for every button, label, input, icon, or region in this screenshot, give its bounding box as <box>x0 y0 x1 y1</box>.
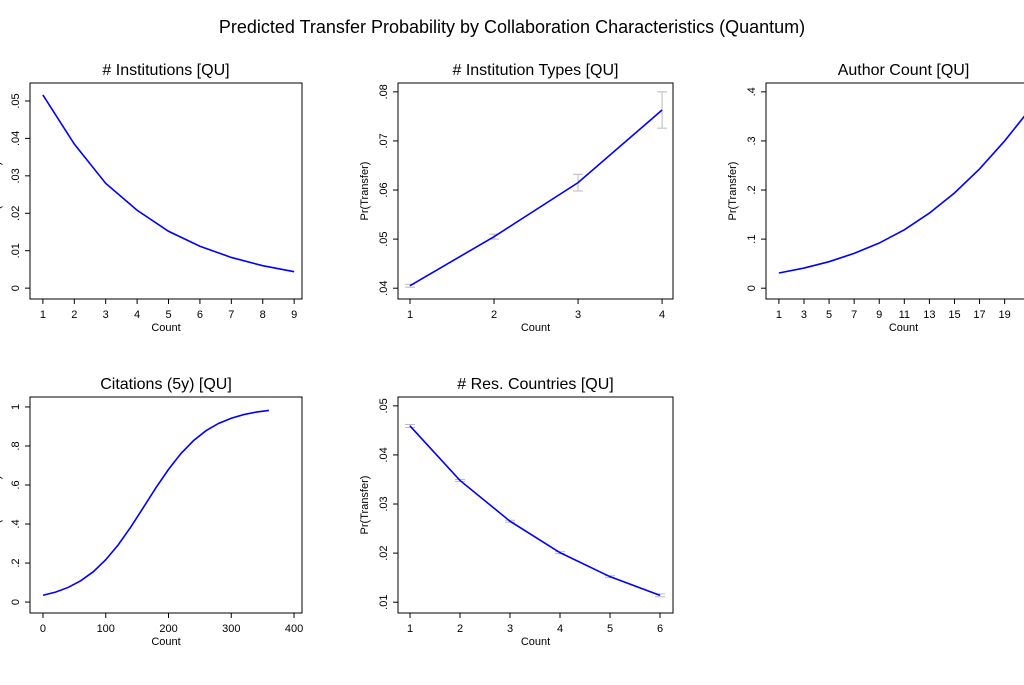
y-axis-label: Pr(Transfer) <box>0 162 3 221</box>
y-tick-label: .02 <box>10 206 22 221</box>
x-tick-label: 2 <box>491 309 497 321</box>
x-axis-label: Count <box>521 636 550 648</box>
y-tick-label: 0 <box>10 285 22 291</box>
y-tick-label: .07 <box>378 133 390 148</box>
y-tick-label: .4 <box>746 87 758 96</box>
y-tick-label: .01 <box>10 243 22 258</box>
x-axis-label: Count <box>521 322 550 334</box>
x-tick-label: 11 <box>899 309 910 321</box>
panel-title: # Res. Countries [QU] <box>457 376 614 393</box>
y-tick-label: .03 <box>378 496 390 511</box>
x-tick-label: 0 <box>40 623 46 635</box>
x-axis-label: Count <box>151 322 180 334</box>
y-tick-label: .05 <box>378 398 390 413</box>
data-line <box>409 425 661 597</box>
y-tick-label: .01 <box>378 595 390 610</box>
x-tick-label: 8 <box>260 309 266 321</box>
x-tick-label: 3 <box>507 623 513 635</box>
x-tick-label: 13 <box>923 309 935 321</box>
x-tick-label: 6 <box>197 309 203 321</box>
x-tick-label: 5 <box>826 309 832 321</box>
x-tick-label: 2 <box>71 309 77 321</box>
plot-frame <box>397 396 674 614</box>
x-tick-label: 15 <box>948 309 960 321</box>
x-tick-label: 6 <box>657 623 663 635</box>
x-tick-label: 1 <box>40 309 46 321</box>
y-tick-label: .05 <box>10 93 22 108</box>
x-tick-label: 2 <box>457 623 463 635</box>
data-line <box>778 115 1024 274</box>
x-tick-label: 4 <box>134 309 140 321</box>
panel-title: # Institution Types [QU] <box>452 62 618 79</box>
x-tick-label: 9 <box>291 309 297 321</box>
plot-frame <box>29 396 303 614</box>
panel-title: Author Count [QU] <box>838 62 970 79</box>
x-tick-label: 5 <box>165 309 171 321</box>
x-tick-label: 400 <box>285 623 303 635</box>
x-tick-label: 19 <box>999 309 1011 321</box>
y-tick-label: 0 <box>746 285 758 291</box>
figure-title: Predicted Transfer Probability by Collab… <box>219 17 805 37</box>
y-axis-label: Pr(Transfer) <box>0 476 3 535</box>
y-tick-label: .1 <box>746 235 758 244</box>
x-axis-label: Count <box>889 322 918 334</box>
y-tick-label: .8 <box>10 441 22 450</box>
y-axis-label: Pr(Transfer) <box>727 162 739 221</box>
plot-frame <box>29 82 303 300</box>
panel-title: # Institutions [QU] <box>102 62 229 79</box>
y-tick-label: 0 <box>10 599 22 605</box>
x-tick-label: 17 <box>973 309 985 321</box>
y-tick-label: .6 <box>10 480 22 489</box>
y-axis-label: Pr(Transfer) <box>359 476 371 535</box>
y-tick-label: .4 <box>10 519 22 528</box>
data-line <box>42 409 270 597</box>
y-tick-label: .04 <box>378 447 390 462</box>
x-tick-label: 7 <box>228 309 234 321</box>
x-tick-label: 3 <box>575 309 581 321</box>
x-tick-label: 4 <box>557 623 563 635</box>
y-tick-label: .06 <box>378 182 390 197</box>
x-tick-label: 9 <box>876 309 882 321</box>
y-tick-label: .03 <box>10 168 22 183</box>
y-tick-label: .04 <box>10 131 22 146</box>
panel-title: Citations (5y) [QU] <box>100 376 232 393</box>
x-tick-label: 200 <box>159 623 177 635</box>
x-tick-label: 3 <box>801 309 807 321</box>
y-tick-label: .2 <box>10 558 22 567</box>
y-tick-label: .3 <box>746 136 758 145</box>
x-tick-label: 100 <box>97 623 115 635</box>
y-axis-label: Pr(Transfer) <box>359 162 371 221</box>
y-tick-label: .08 <box>378 84 390 99</box>
x-axis-label: Count <box>151 636 180 648</box>
x-tick-label: 3 <box>103 309 109 321</box>
plot-frame <box>397 82 674 300</box>
data-line <box>409 109 663 287</box>
data-line <box>42 94 295 273</box>
x-tick-label: 4 <box>659 309 665 321</box>
x-tick-label: 300 <box>222 623 240 635</box>
x-tick-label: 7 <box>851 309 857 321</box>
x-tick-label: 5 <box>607 623 613 635</box>
y-tick-label: .2 <box>746 185 758 194</box>
x-tick-label: 1 <box>407 623 413 635</box>
x-tick-label: 1 <box>776 309 782 321</box>
y-tick-label: .05 <box>378 231 390 246</box>
y-tick-label: 1 <box>10 404 22 410</box>
y-tick-label: .02 <box>378 545 390 560</box>
plot-frame <box>765 82 1024 300</box>
x-tick-label: 1 <box>407 309 413 321</box>
y-tick-label: .04 <box>378 281 390 296</box>
